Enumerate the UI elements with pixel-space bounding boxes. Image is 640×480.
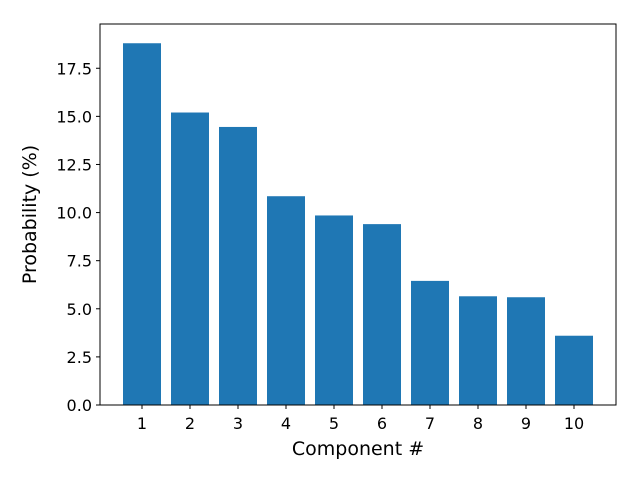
x-tick-label: 3 <box>233 414 243 433</box>
y-tick-label: 10.0 <box>56 204 92 223</box>
y-axis-ticks: 0.0 2.5 5.0 7.5 10.0 12.5 15.0 17.5 <box>56 59 100 415</box>
y-tick-label: 7.5 <box>67 252 92 271</box>
bar-10 <box>555 335 593 405</box>
bar-9 <box>507 297 545 405</box>
bar-7 <box>411 280 449 405</box>
bars-group <box>123 43 593 406</box>
bar-2 <box>171 112 209 406</box>
bar-8 <box>459 296 497 405</box>
bar-5 <box>315 215 353 405</box>
y-tick-label: 12.5 <box>56 155 92 174</box>
bar-1 <box>123 43 161 405</box>
bar-4 <box>267 196 305 405</box>
x-tick-label: 2 <box>185 414 195 433</box>
x-tick-label: 7 <box>425 414 435 433</box>
x-axis-label: Component # <box>292 438 424 460</box>
y-tick-label: 17.5 <box>56 59 92 78</box>
y-axis-label: Probability (%) <box>19 145 41 284</box>
y-tick-label: 5.0 <box>67 300 92 319</box>
bar-6 <box>363 224 401 405</box>
x-tick-label: 6 <box>377 414 387 433</box>
y-tick-label: 15.0 <box>56 107 92 126</box>
y-tick-label: 2.5 <box>67 348 92 367</box>
x-tick-label: 5 <box>329 414 339 433</box>
x-tick-label: 9 <box>521 414 531 433</box>
x-axis-ticks: 1 2 3 4 5 6 7 8 9 10 <box>137 405 584 433</box>
x-tick-label: 8 <box>473 414 483 433</box>
plot-frame <box>99 23 617 406</box>
y-tick-label: 0.0 <box>67 396 92 415</box>
x-tick-label: 10 <box>564 414 584 433</box>
x-tick-label: 4 <box>281 414 291 433</box>
bar-3 <box>219 126 257 406</box>
x-tick-label: 1 <box>137 414 147 433</box>
